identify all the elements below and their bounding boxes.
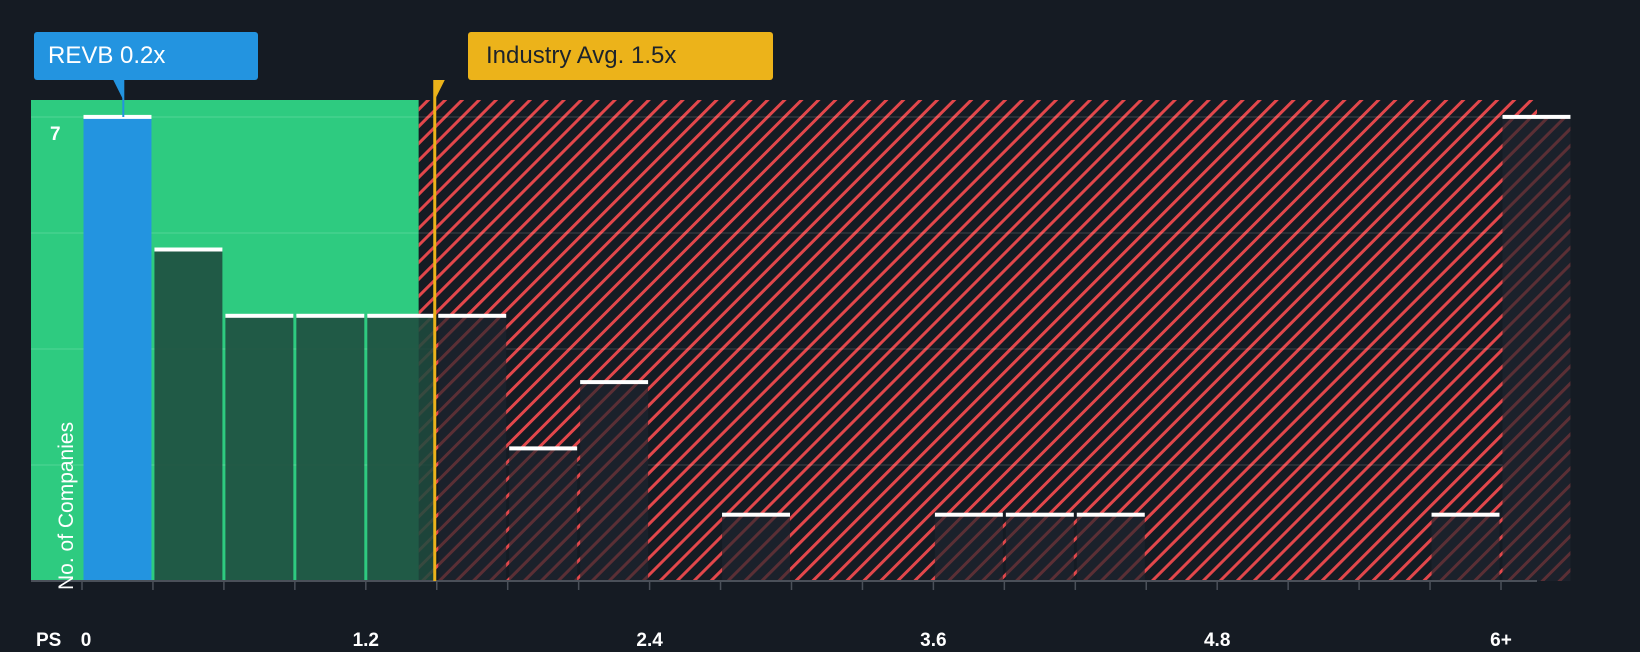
histogram-bars (83, 114, 1571, 582)
x-tick-label: 6+ (1490, 630, 1512, 651)
histogram-bar (934, 512, 1003, 581)
x-axis-title: PS (36, 630, 62, 651)
industry-average-callout: Industry Avg. 1.5x (468, 32, 773, 80)
x-tick-label: 4.8 (1203, 630, 1231, 651)
histogram-bar (367, 313, 436, 581)
histogram-bar (154, 247, 223, 581)
histogram-bar (83, 114, 152, 582)
y-tick-label: 7 (50, 124, 61, 145)
x-tick-label: 1.2 (352, 630, 380, 651)
x-tick-label: 2.4 (636, 630, 663, 651)
x-tick-label: 3.6 (920, 630, 947, 651)
histogram-bar (296, 313, 365, 581)
histogram-bar (438, 313, 507, 581)
histogram-bar (1005, 512, 1074, 581)
company-callout: REVB 0.2x (34, 32, 258, 80)
histogram-bar (1502, 114, 1571, 582)
x-tick-label: 0 (80, 630, 92, 651)
y-axis-title: No. of Companies (55, 421, 78, 590)
x-axis (31, 580, 1537, 590)
histogram-bar (225, 313, 294, 581)
histogram-bar (580, 380, 649, 581)
histogram-bar (1431, 512, 1500, 581)
histogram-bar (509, 446, 578, 581)
markers (113, 80, 445, 581)
histogram-bar (1076, 512, 1145, 581)
histogram-bar (722, 512, 790, 581)
